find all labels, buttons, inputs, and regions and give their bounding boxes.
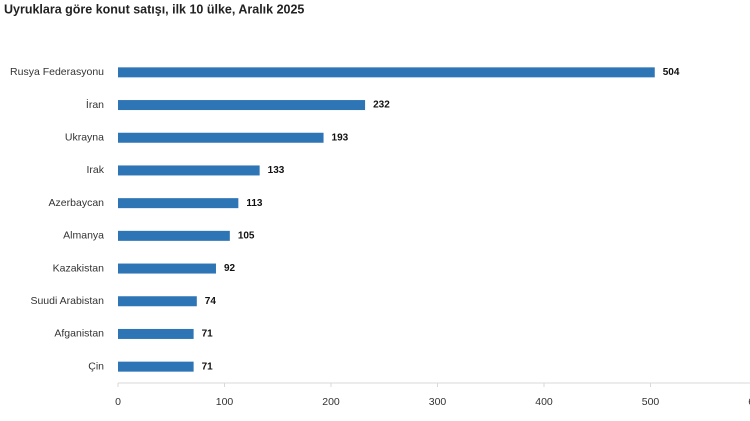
value-label: 133	[268, 165, 285, 176]
value-label: 92	[224, 263, 236, 274]
y-tick-label: Rusya Federasyonu	[10, 66, 104, 78]
value-label: 193	[332, 132, 349, 143]
value-label: 105	[238, 230, 255, 241]
value-label: 74	[205, 296, 217, 307]
value-label: 71	[202, 361, 214, 372]
x-tick-label: 0	[115, 396, 121, 408]
y-tick-label: Irak	[86, 164, 104, 176]
x-tick-label: 400	[535, 396, 553, 408]
y-tick-label: Azerbaycan	[49, 197, 105, 209]
bar	[118, 165, 260, 176]
bar	[118, 328, 194, 339]
y-tick-label: Afganistan	[54, 328, 104, 340]
y-tick-label: Çin	[88, 360, 104, 372]
value-label: 232	[373, 100, 390, 111]
bar	[118, 296, 197, 307]
y-tick-label: Ukrayna	[65, 132, 104, 144]
y-tick-label: Suudi Arabistan	[30, 295, 104, 307]
bar	[118, 263, 216, 274]
bar	[118, 67, 655, 78]
bar	[118, 100, 366, 111]
x-tick-label: 200	[322, 396, 340, 408]
x-tick-label: 300	[429, 396, 447, 408]
bar	[118, 132, 324, 143]
x-tick-label: 100	[216, 396, 234, 408]
bar	[118, 361, 194, 372]
x-tick-label: 500	[642, 396, 660, 408]
chart-title: Uyruklara göre konut satışı, ilk 10 ülke…	[4, 2, 304, 16]
x-tick-label: 600	[748, 396, 750, 408]
y-tick-label: İran	[86, 98, 104, 111]
y-tick-label: Kazakistan	[53, 262, 105, 274]
y-tick-label: Almanya	[63, 230, 104, 242]
bar	[118, 230, 230, 241]
value-label: 71	[202, 329, 214, 340]
bar	[118, 198, 239, 209]
value-label: 504	[663, 67, 680, 78]
value-label: 113	[246, 198, 263, 209]
